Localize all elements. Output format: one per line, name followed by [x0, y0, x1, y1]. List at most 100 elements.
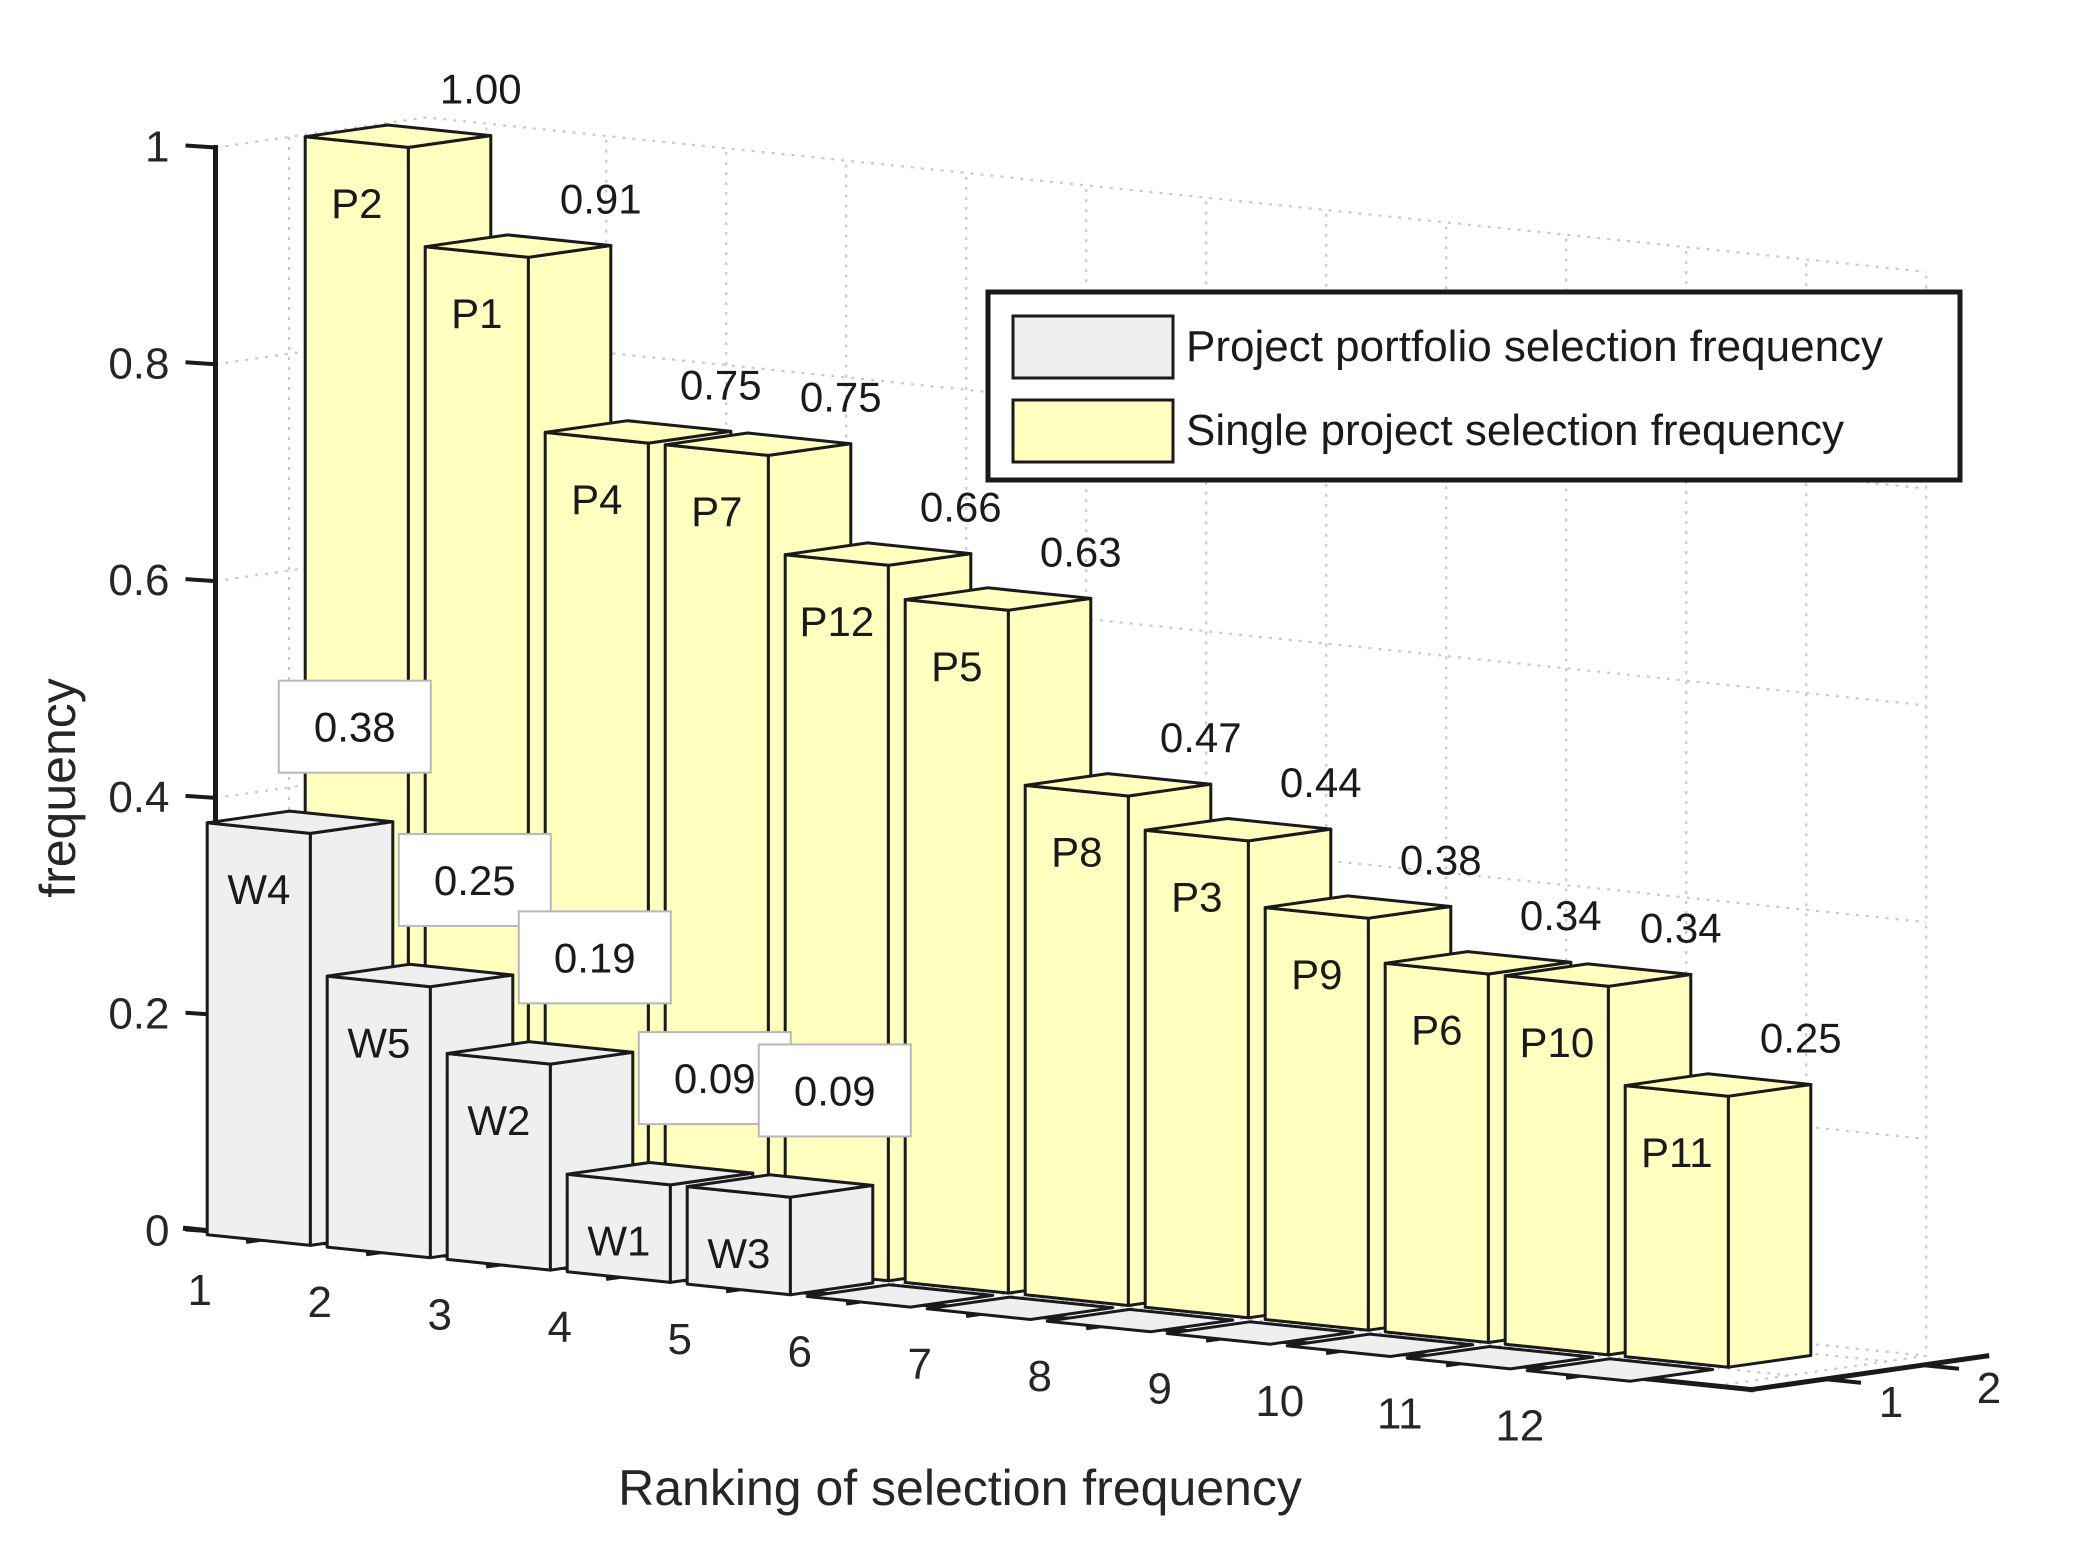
x-tick-label-4: 5 [668, 1315, 692, 1364]
x-tick-label-5: 6 [788, 1328, 812, 1377]
legend-label-1: Single project selection frequency [1186, 406, 1844, 455]
value-label-s1-x8: 0.44 [1280, 759, 1362, 806]
y-tick-label-5: 1 [145, 123, 169, 172]
x-tick-label-3: 4 [548, 1303, 572, 1352]
z-tick-label-0: 1 [1879, 1378, 1903, 1427]
y-tick-label-0: 0 [145, 1207, 169, 1256]
legend-swatch-0 [1011, 314, 1175, 380]
bar-s1-x10-top [1383, 950, 1573, 976]
bar-s1-x9-top [1263, 894, 1453, 920]
y-tick-label-3: 0.6 [108, 556, 169, 605]
bar-s0-x5-side [788, 1183, 875, 1297]
bar-label-s1-x3: P4 [571, 476, 622, 523]
bar-s1-x6-front [903, 598, 1010, 1295]
bar-label-s0-x5: W3 [707, 1230, 770, 1277]
y-tick-label-4: 0.8 [108, 339, 169, 388]
grid-line-x-12 [1715, 271, 1928, 1387]
bar-s0-x2-top [325, 962, 515, 989]
bar-s1-x12-side [1726, 1083, 1813, 1369]
y-tick-label-1: 0.2 [108, 990, 169, 1039]
bar-s1-x2-top [423, 233, 613, 259]
bar-s1-x5-front [783, 553, 890, 1283]
bar-s0-x6-top [805, 1283, 995, 1309]
bar-s0-x4-top [565, 1161, 755, 1187]
bar-s0-x2-front [325, 974, 432, 1260]
legend-swatch-1 [1011, 398, 1175, 464]
value-label-s0-x3: 0.19 [554, 934, 636, 981]
y-axis-title: frequency [30, 678, 86, 898]
x-tick-label-6: 7 [908, 1340, 932, 1389]
bar-s0-x1-top [205, 809, 395, 835]
bar-label-s1-x2: P1 [451, 290, 502, 337]
z-axis-line [1748, 1353, 1990, 1393]
x-tick-label-0: 1 [188, 1266, 212, 1315]
x-tick-label-10: 11 [1377, 1389, 1423, 1438]
bar-s0-x3-front [445, 1052, 552, 1272]
bar-label-s1-x10: P6 [1411, 1007, 1462, 1054]
grid-line-z-0 [287, 137, 1790, 1377]
value-label-s0-x1: 0.38 [314, 704, 396, 751]
bar-s0-x5 [685, 1173, 875, 1297]
value-label-s0-x5: 0.09 [794, 1067, 876, 1114]
bar-s0-x9 [1165, 1320, 1355, 1346]
bar-label-s0-x3: W2 [467, 1097, 530, 1144]
value-label-s1-x6: 0.63 [1040, 528, 1122, 575]
bar-label-s1-x8: P3 [1171, 874, 1222, 921]
bar-label-s1-x7: P8 [1051, 829, 1102, 876]
bar-label-s1-x12: P11 [1641, 1129, 1713, 1176]
bar-s0-x7-top [925, 1295, 1115, 1321]
bar-s0-x12-top [1525, 1357, 1715, 1383]
value-label-box-s0-x5 [757, 1043, 912, 1138]
value-label-s1-x3: 0.75 [680, 361, 762, 408]
bar-s0-x8 [1045, 1307, 1235, 1334]
legend-label-0: Project portfolio selection frequency [1186, 322, 1883, 371]
value-label-box-s0-x1 [277, 679, 432, 774]
bar-label-s1-x5: P12 [799, 598, 874, 645]
bar-s1-x4-front [663, 443, 770, 1270]
bar-s1-x7-top [1023, 772, 1213, 798]
x-tick-label-2: 3 [428, 1290, 452, 1339]
bar-s0-x5-top [685, 1173, 875, 1199]
value-label-s1-x9: 0.38 [1400, 836, 1482, 883]
x-axis-title: Ranking of selection frequency [618, 1460, 1302, 1516]
bar-label-s1-x11: P10 [1519, 1019, 1594, 1066]
bar-s1-x1-top [303, 123, 493, 149]
bar-s0-x10-top [1285, 1332, 1475, 1358]
bar-s1-x12-front [1623, 1084, 1730, 1369]
bar-label-s1-x1: P2 [331, 180, 382, 227]
bar-label-s0-x1: W4 [227, 866, 290, 913]
z-tick-mark-0 [1824, 1377, 1862, 1385]
y-tick-mark-5 [185, 143, 216, 150]
z-tick-mark-1 [1922, 1363, 1960, 1371]
value-label-s1-x12: 0.25 [1760, 1014, 1842, 1061]
bar-s0-x10 [1285, 1332, 1475, 1358]
value-label-s1-x1: 1.00 [440, 66, 522, 113]
bar-label-s0-x2: W5 [347, 1019, 410, 1066]
bar-s1-x12-top [1623, 1072, 1813, 1098]
bar-s0-x11-top [1405, 1345, 1595, 1371]
y-tick-mark-2 [185, 793, 216, 800]
bar-s0-x3-top [445, 1040, 635, 1066]
bar-label-s1-x4: P7 [691, 488, 742, 535]
x-tick-label-8: 9 [1148, 1365, 1172, 1414]
value-label-s0-x4: 0.09 [674, 1055, 756, 1102]
x-tick-label-1: 2 [308, 1278, 332, 1327]
bar-s0-x9-top [1165, 1320, 1355, 1346]
bar-s0-x12 [1525, 1357, 1715, 1383]
bar-s1-x8-top [1143, 817, 1333, 843]
bar-s0-x8-top [1045, 1307, 1235, 1334]
bar-s1-x3-top [543, 419, 733, 445]
y-tick-label-2: 0.4 [108, 773, 169, 822]
bar-s1-x5-top [783, 541, 973, 567]
bar-label-s1-x9: P9 [1291, 951, 1342, 998]
grid-line-y-5 [215, 116, 1927, 273]
bar-s1-x6-top [903, 586, 1093, 612]
value-label-s1-x5: 0.66 [920, 484, 1002, 531]
x-tick-label-11: 12 [1495, 1402, 1544, 1451]
value-label-s1-x7: 0.47 [1160, 714, 1242, 761]
x-tick-label-9: 10 [1255, 1377, 1304, 1426]
value-label-s0-x2: 0.25 [434, 857, 516, 904]
bar-label-s0-x4: W1 [587, 1218, 650, 1265]
bar-s1-x11-top [1503, 962, 1693, 988]
